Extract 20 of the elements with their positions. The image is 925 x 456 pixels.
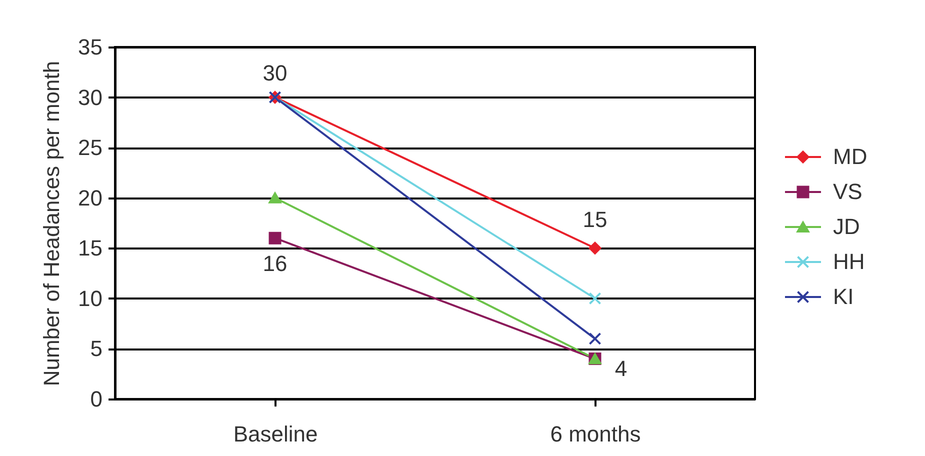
y-tick-label: 30 [78, 84, 102, 110]
legend-label: JD [833, 214, 860, 239]
annotation: 15 [582, 207, 608, 232]
y-tick-label: 5 [90, 336, 102, 362]
y-tick-label: 20 [78, 185, 102, 210]
annotation: 30 [262, 60, 288, 86]
legend-label: HH [833, 249, 865, 274]
x-tick-label: 6 months [550, 422, 641, 446]
y-tick-label: 10 [78, 286, 102, 311]
legend-label: KI [833, 284, 854, 309]
y-tick-label: 25 [78, 135, 102, 160]
y-axis-title: Number of Headances per month [39, 60, 64, 386]
legend-label: VS [833, 179, 862, 204]
legend-label: MD [833, 144, 868, 169]
x-tick-label: Baseline [233, 422, 318, 446]
y-tick-label: 15 [78, 236, 102, 261]
y-tick-label: 35 [78, 34, 102, 60]
annotation: 4 [614, 356, 628, 381]
y-tick-label: 0 [90, 386, 102, 412]
annotation: 16 [262, 251, 288, 276]
